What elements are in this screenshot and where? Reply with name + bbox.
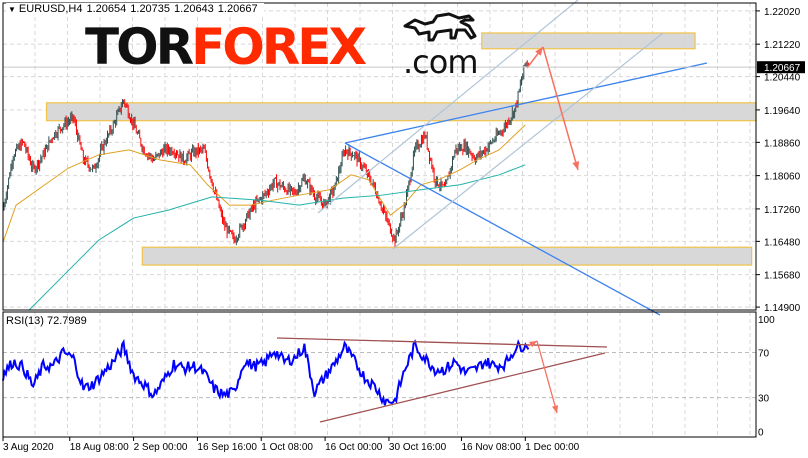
rsi-tick-label: 100 [758,315,775,326]
time-tick-label: 3 Aug 2020 [3,442,54,453]
channel-line [317,0,579,214]
low-value: 1.20643 [174,3,214,15]
ma-slow-line [28,164,526,311]
price-zone [481,32,696,50]
frames [2,2,757,438]
rsi-series [2,337,608,423]
rsi-arrow-down-head [552,405,559,413]
time-tick-label: 16 Oct 00:00 [325,442,383,453]
close-value: 1.20667 [217,3,258,15]
open-value: 1.20654 [86,3,127,15]
time-tick-label: 1 Oct 08:00 [261,442,313,453]
rsi-trendline [319,352,606,423]
logo-forex: FOREX [191,18,367,76]
price-tick-label: 1.18060 [764,172,801,183]
time-tick-label: 30 Oct 16:00 [389,442,447,453]
ma-fast-line [2,124,526,243]
time-tick-label: 2 Sep 00:00 [134,442,188,453]
trendline [344,142,661,316]
current-price-label: 1.20667 [764,63,801,74]
drawn-objects [3,0,756,316]
bull-icon [403,12,477,42]
trendline [344,62,708,144]
price-tick-label: 1.21220 [764,40,801,51]
price-series [2,60,529,311]
logo-tor: TOR [85,18,194,76]
rsi-tick-label: 70 [758,349,770,360]
time-tick-label: 16 Nov 08:00 [461,442,521,453]
rsi-line [2,338,530,406]
price-tick-label: 1.14900 [764,303,801,314]
arrow-down-head [572,161,580,170]
arrow-up-head [535,47,543,56]
rsi-tick-label: 30 [758,394,770,405]
price-zone [45,102,757,122]
price-tick-label: 1.20440 [764,73,801,84]
price-tick-label: 1.17260 [764,205,801,216]
main-panel-frame [2,2,757,311]
time-tick-label: 18 Aug 08:00 [70,442,129,453]
price-tick-label: 1.19640 [764,106,801,117]
price-tick-label: 1.16480 [764,237,801,248]
rsi-arrow-down [536,340,558,414]
rsi-panel-frame [2,311,757,438]
axes: 1.22020 1.21220 1.20440 1.19640 1.18860 1.180… [2,7,805,453]
dropdown-triangle-icon[interactable]: ▼ [8,5,16,14]
rsi-trendline [276,337,608,348]
price-tick-label: 1.18860 [764,138,801,149]
channel-line [392,32,664,250]
time-tick-label: 16 Sep 16:00 [197,442,257,453]
price-zone [141,246,753,266]
rsi-arrow-up-head [529,341,537,348]
price-tick-label: 1.15680 [764,271,801,282]
torforex-logo: TORFOREX .com [85,12,479,81]
time-tick-label: 1 Dec 00:00 [525,442,579,453]
rsi-value: 72.7989 [46,315,87,327]
rsi-name: RSI(13) [6,315,44,327]
current-price-box [757,61,805,74]
rsi-tick-label: 0 [758,427,764,438]
rsi-label: RSI(13) 72.7989 [6,315,87,327]
logo-com: .com [403,43,479,81]
price-tick-label: 1.22020 [764,7,801,18]
symbol-label: EURUSD,H4 [18,3,83,15]
high-value: 1.20735 [130,3,171,15]
chart-header: ▼ EURUSD,H4 1.20654 1.20735 1.20643 1.20667 [6,3,264,15]
